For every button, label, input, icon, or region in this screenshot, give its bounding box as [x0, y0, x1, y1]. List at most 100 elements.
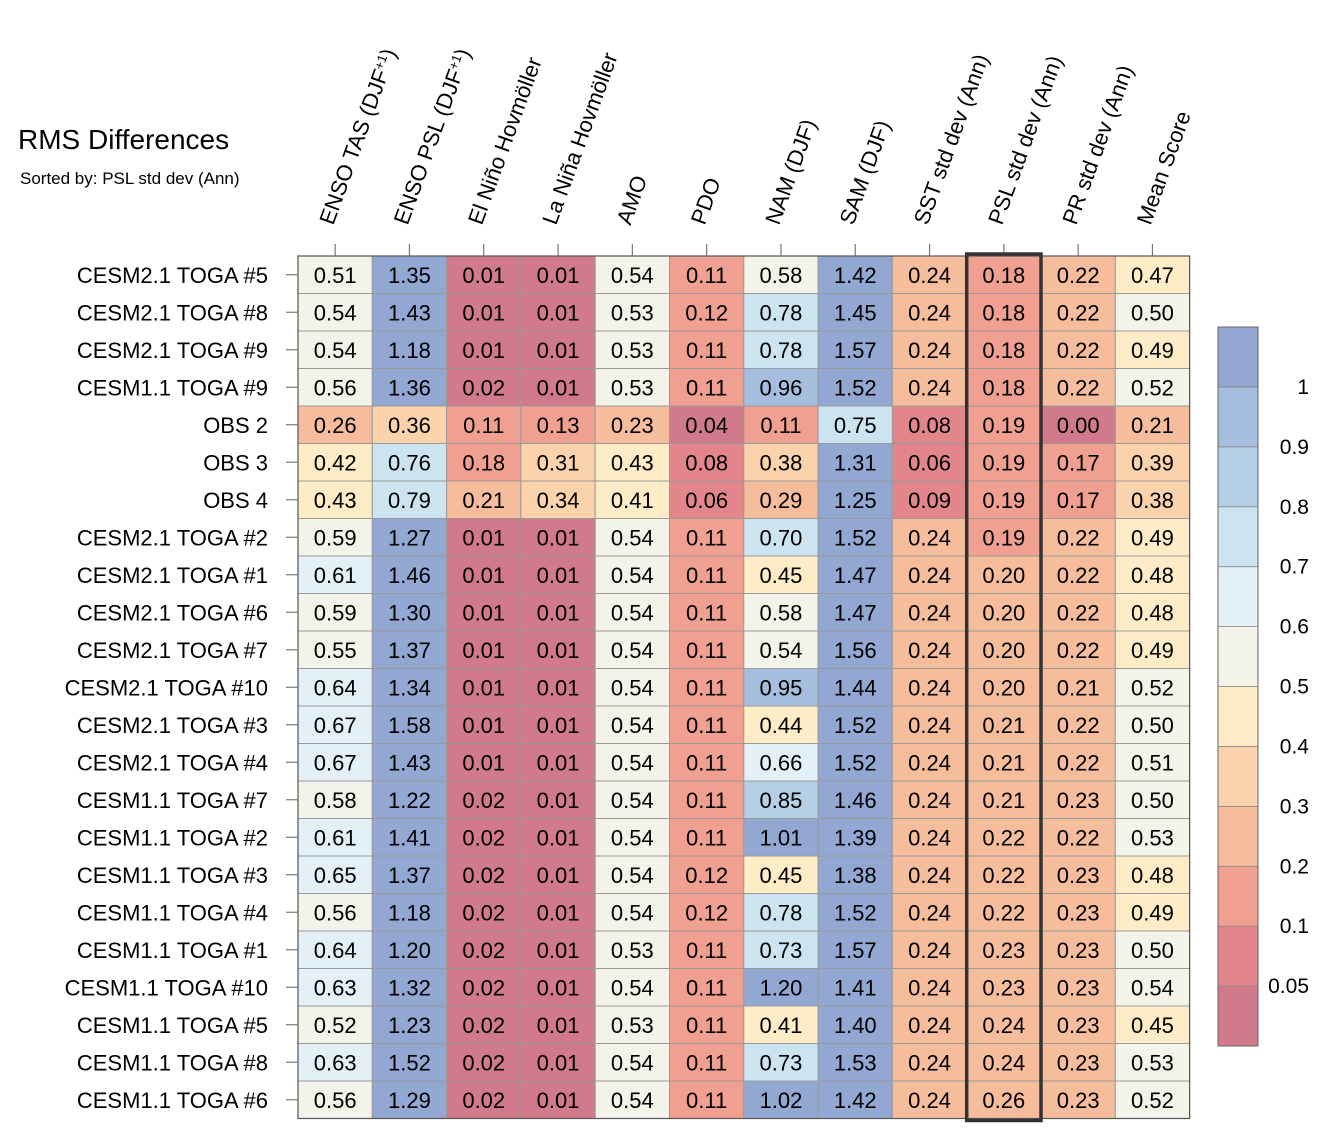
heatmap-cell — [446, 480, 522, 519]
cell-value-label: 0.23 — [1057, 1050, 1100, 1075]
row-label: OBS 2 — [203, 413, 268, 438]
cell-value-label: 0.24 — [908, 938, 951, 963]
cell-value-label: 0.11 — [686, 1013, 727, 1038]
cell-value-label: 0.02 — [462, 825, 505, 850]
heatmap-cell — [966, 330, 1042, 369]
cell-value-label: 0.34 — [537, 488, 580, 513]
cell-value-label: 1.36 — [388, 375, 431, 400]
colorbar-tick-label: 0.2 — [1280, 855, 1309, 878]
cell-value-label: 0.02 — [462, 788, 505, 813]
heatmap-cell — [743, 705, 819, 744]
heatmap-cell — [891, 1043, 968, 1082]
cell-value-label: 0.54 — [611, 825, 654, 850]
cell-value-label: 0.18 — [462, 450, 505, 475]
cell-value-label: 0.31 — [537, 450, 580, 475]
cell-value-label: 1.42 — [834, 1088, 877, 1113]
row-label: CESM1.1 TOGA #6 — [77, 1088, 268, 1113]
column-label: El Niño Hovmöller — [463, 54, 547, 228]
cell-value-label: 1.18 — [388, 338, 431, 363]
heatmap-cell — [371, 930, 448, 969]
colorbar-tick-label: 0.7 — [1280, 556, 1309, 579]
cell-value-label: 0.22 — [1057, 525, 1100, 550]
cell-value-label: 0.13 — [537, 413, 580, 438]
column-label-text: SST std dev (Ann) — [909, 51, 994, 228]
column-label-superscript: +1 — [445, 52, 464, 71]
heatmap-cell — [446, 893, 522, 932]
cell-value-label: 0.54 — [760, 638, 803, 663]
heatmap-cell — [520, 443, 596, 482]
heatmap-cell — [446, 705, 522, 744]
cell-value-label: 0.22 — [1057, 300, 1100, 325]
cell-value-label: 0.75 — [834, 413, 877, 438]
cell-value-label: 0.11 — [686, 563, 727, 588]
cell-value-label: 0.50 — [1131, 788, 1174, 813]
cell-value-label: 0.22 — [982, 825, 1025, 850]
heatmap-cell — [371, 668, 448, 707]
cell-value-label: 1.34 — [388, 675, 431, 700]
cell-value-label: 0.17 — [1057, 450, 1100, 475]
column-label: Mean Score — [1132, 108, 1196, 228]
cell-value-label: 0.26 — [982, 1088, 1025, 1113]
heatmap-cell — [1040, 405, 1116, 444]
cell-value-label: 0.04 — [685, 413, 728, 438]
cell-value-label: 0.53 — [611, 375, 654, 400]
heatmap-cell — [891, 368, 968, 407]
cell-value-label: 0.01 — [462, 563, 505, 588]
cell-value-label: 0.11 — [760, 413, 801, 438]
heatmap-cell — [891, 668, 968, 707]
column-label-text: AMO — [612, 172, 653, 228]
cell-value-label: 1.52 — [834, 900, 877, 925]
column-label-text: PSL std dev (Ann) — [983, 52, 1067, 228]
heatmap-cell — [371, 255, 448, 294]
cell-value-label: 0.48 — [1131, 600, 1174, 625]
heatmap-cell — [594, 293, 671, 332]
cell-value-label: 0.06 — [908, 450, 951, 475]
cell-value-label: 0.38 — [1131, 488, 1174, 513]
heatmap-cell — [594, 1043, 671, 1082]
colorbar-segment — [1217, 326, 1259, 388]
row-label: CESM2.1 TOGA #2 — [77, 525, 268, 550]
cell-value-label: 1.58 — [388, 713, 431, 738]
heatmap-cell — [743, 593, 819, 632]
cell-value-label: 0.41 — [611, 488, 654, 513]
heatmap-cell — [1114, 555, 1191, 594]
cell-value-label: 0.22 — [1057, 713, 1100, 738]
heatmap-cell — [817, 630, 893, 669]
heatmap-cell — [743, 630, 819, 669]
cell-value-label: 0.95 — [760, 675, 803, 700]
cell-value-label: 0.24 — [908, 713, 951, 738]
cell-value-label: 0.49 — [1131, 638, 1174, 663]
heatmap-cell — [371, 330, 448, 369]
cell-value-label: 1.40 — [834, 1013, 877, 1038]
heatmap-cell — [594, 368, 671, 407]
colorbar-tick-label: 0.4 — [1280, 735, 1310, 758]
cell-value-label: 0.01 — [537, 263, 580, 288]
heatmap-cell — [520, 1080, 596, 1119]
cell-value-label: 0.11 — [686, 788, 727, 813]
heatmap-cell — [371, 1043, 448, 1082]
cell-value-label: 1.46 — [388, 563, 431, 588]
heatmap-cell — [743, 330, 819, 369]
colorbar-tick-label: 0.05 — [1268, 975, 1309, 998]
column-label: La Niña Hovmöller — [537, 49, 622, 228]
heatmap-cell — [1040, 443, 1116, 482]
heatmap-cell — [891, 405, 968, 444]
cell-value-label: 0.01 — [537, 938, 580, 963]
cell-value-label: 1.37 — [388, 863, 431, 888]
column-label: NAM (DJF) — [760, 116, 821, 228]
cell-value-label: 0.02 — [462, 938, 505, 963]
cell-value-label: 0.01 — [537, 788, 580, 813]
cell-value-label: 0.24 — [908, 750, 951, 775]
heatmap-cell — [1114, 330, 1191, 369]
heatmap-cell — [594, 405, 671, 444]
heatmap-cell — [520, 630, 596, 669]
cell-value-label: 0.23 — [1057, 863, 1100, 888]
colorbar-segment — [1217, 805, 1259, 867]
cell-value-label: 0.01 — [537, 1013, 580, 1038]
cell-value-label: 0.12 — [685, 863, 728, 888]
heatmap-cell — [446, 630, 522, 669]
cell-value-label: 0.67 — [314, 713, 357, 738]
heatmap-cell — [1040, 1043, 1116, 1082]
cell-value-label: 0.29 — [760, 488, 803, 513]
colorbar-tick-label: 0.6 — [1280, 616, 1309, 639]
